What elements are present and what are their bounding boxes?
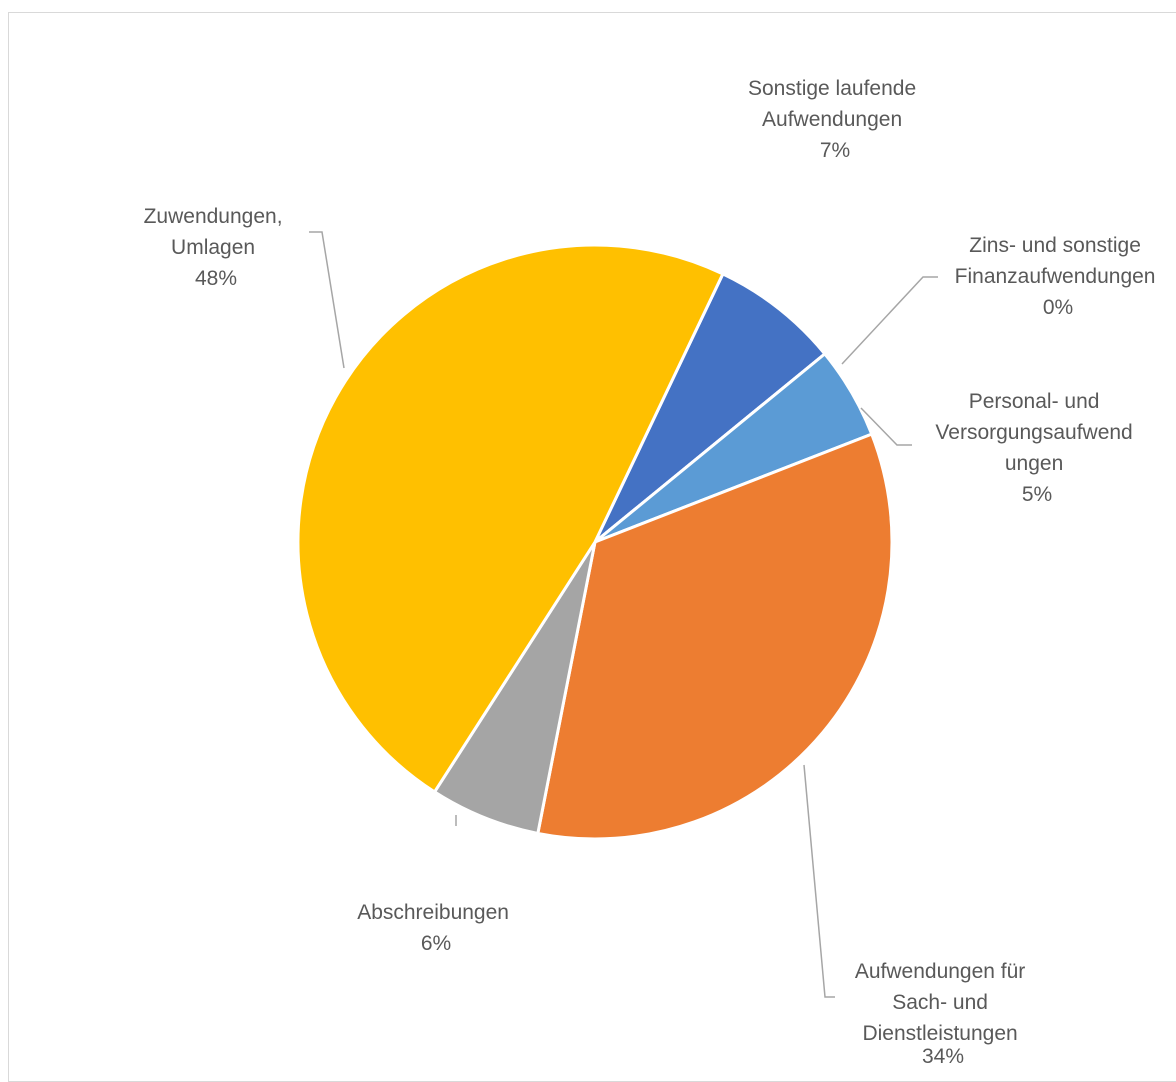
leader-lines (309, 231, 938, 998)
pie-slices (296, 243, 894, 841)
leader-line-personal (860, 407, 912, 446)
leader-line-zuwendungen (309, 231, 345, 369)
pie-slice-zuwendungen (296, 243, 725, 794)
slice-label-sach: Aufwendungen für Sach- und Dienstleistun… (855, 960, 1031, 1066)
pie-slice-sonstige-laufende (593, 272, 827, 544)
slice-label-abschreibungen: Abschreibungen 6% (357, 901, 515, 955)
slice-label-zuwendungen: Zuwendungen, Umlagen 48% (144, 205, 289, 290)
pie-slice-aufwendungen-f-r (536, 432, 894, 841)
slice-label-zins: Zins- und sonstige Finanzaufwendungen 0% (955, 234, 1162, 319)
leader-line-sach (803, 764, 835, 998)
data-labels: Sonstige laufende Aufwendungen 7% Zins- … (144, 77, 1162, 1066)
slice-label-personal: Personal- und Versorgungsaufwend ungen 5… (935, 390, 1138, 506)
leader-line-zins (841, 276, 938, 365)
slice-label-sonstige: Sonstige laufende Aufwendungen 7% (748, 77, 922, 162)
